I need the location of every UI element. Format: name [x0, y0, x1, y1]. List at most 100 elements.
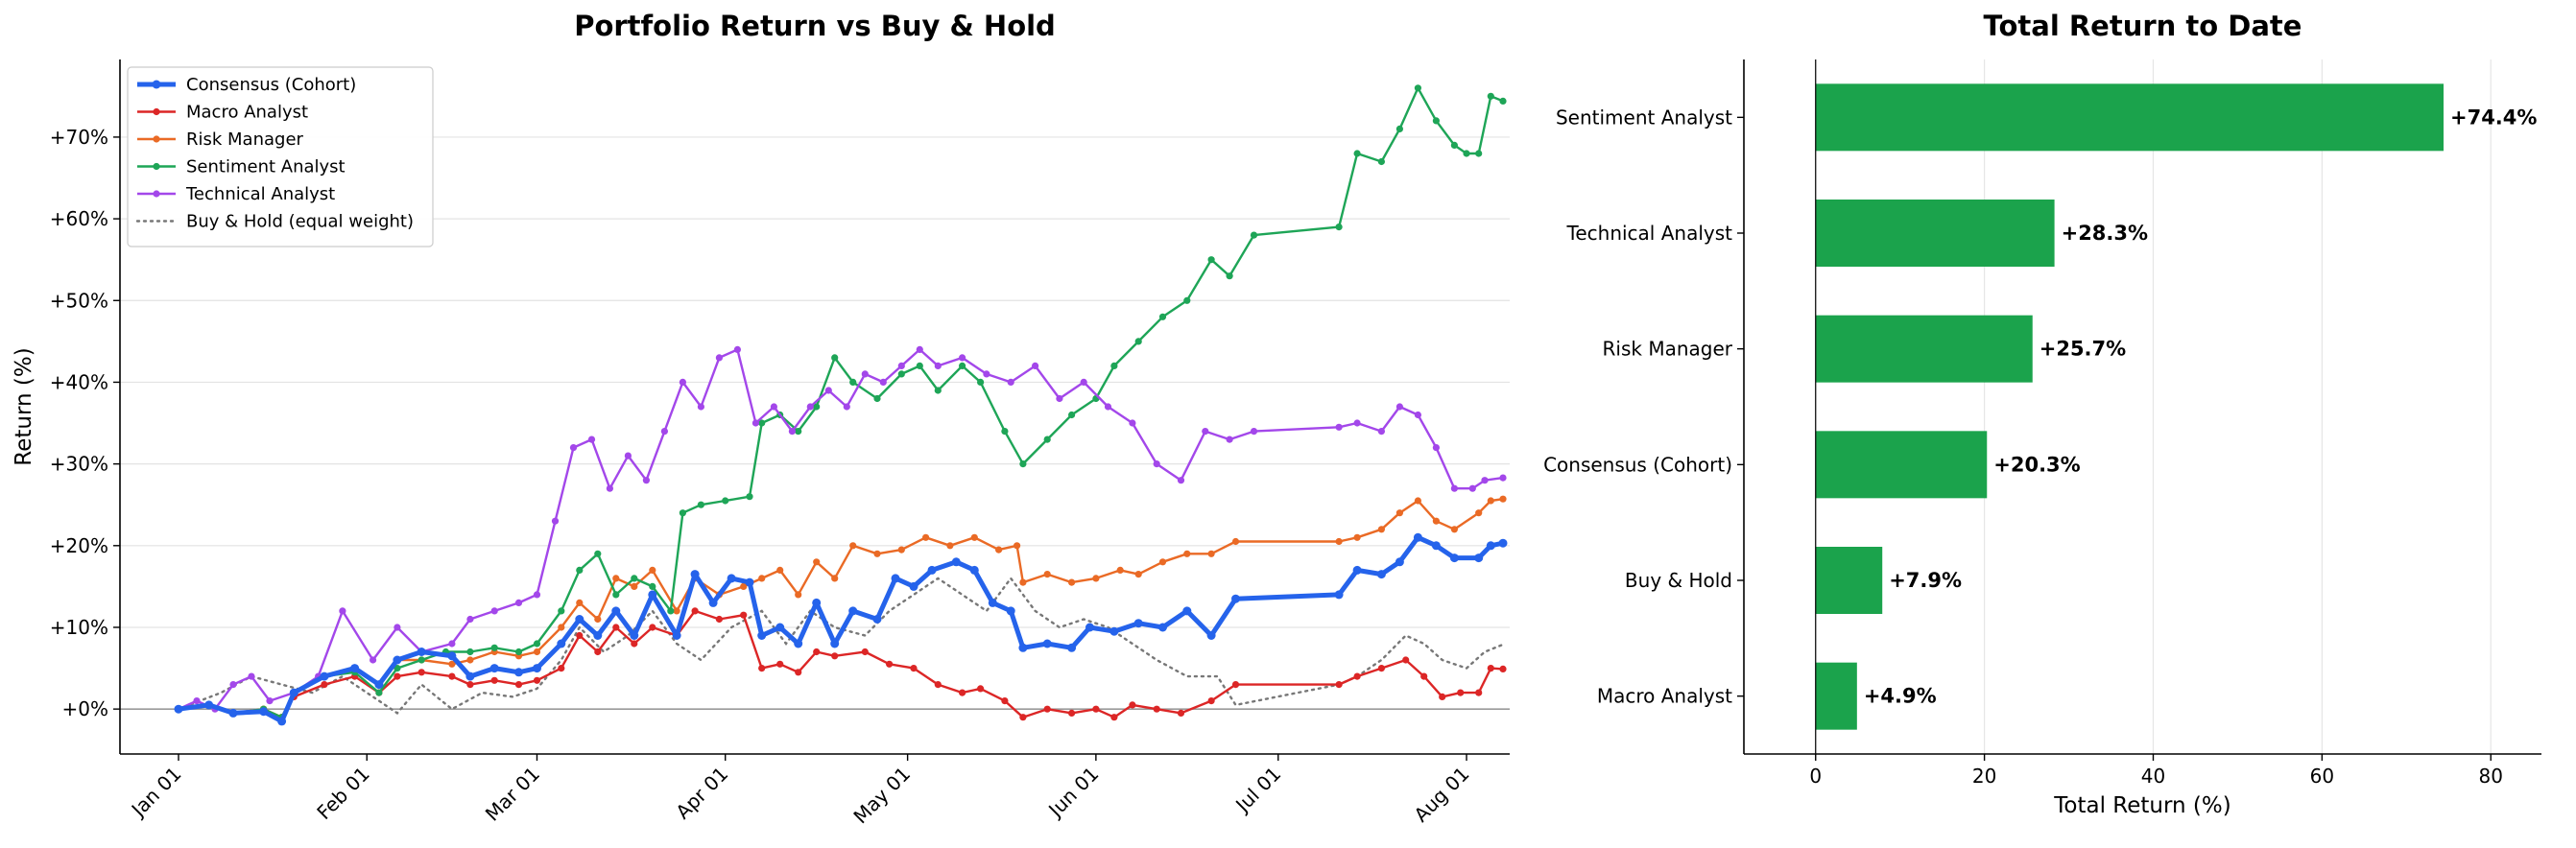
data-point: [1499, 495, 1507, 503]
data-point: [1377, 428, 1385, 436]
data-point: [1109, 626, 1119, 636]
series-line: [178, 609, 1504, 718]
y-tick-label: +10%: [50, 616, 108, 639]
data-point: [558, 607, 565, 615]
data-point: [794, 639, 803, 648]
data-point: [465, 671, 475, 681]
data-point: [1335, 537, 1343, 546]
data-point: [466, 648, 474, 656]
data-point: [740, 611, 748, 619]
data-point: [1207, 256, 1215, 264]
y-tick-label: +50%: [50, 289, 108, 312]
data-point: [1226, 272, 1233, 280]
data-point: [831, 652, 839, 660]
data-point: [922, 533, 930, 541]
data-point: [848, 606, 858, 616]
x-tick-label: 60: [2310, 765, 2334, 788]
data-point: [909, 581, 918, 591]
data-point: [1499, 665, 1507, 673]
data-point: [1068, 578, 1076, 586]
data-point: [558, 624, 565, 631]
data-point: [1116, 566, 1124, 575]
data-point: [1043, 436, 1051, 443]
data-point: [1468, 484, 1476, 492]
data-point: [1395, 125, 1403, 132]
data-point: [533, 648, 541, 656]
bar-value-label: +28.3%: [2062, 222, 2148, 245]
data-point: [1499, 474, 1507, 482]
data-point: [1068, 411, 1076, 419]
category-label: Macro Analyst: [1597, 685, 1732, 708]
category-label: Technical Analyst: [1566, 222, 1733, 245]
bar: [1815, 83, 2444, 152]
legend-label: Macro Analyst: [186, 103, 308, 123]
total-return-bar-chart: +74.4% +28.3% +25.7% +20.3% +7.9% +4.9% 0 20 40…: [1543, 10, 2541, 818]
data-point: [872, 615, 882, 624]
data-point: [417, 656, 425, 664]
series-line: [178, 348, 1504, 711]
data-point: [1498, 538, 1508, 548]
data-point: [679, 509, 687, 517]
data-point: [320, 671, 329, 681]
data-point: [927, 565, 937, 575]
data-point: [514, 668, 523, 677]
y-tick-label: +40%: [50, 370, 108, 393]
data-point: [776, 660, 784, 668]
data-point: [1032, 362, 1039, 369]
data-point: [1231, 594, 1240, 603]
y-tick-label: +30%: [50, 453, 108, 476]
data-point: [1450, 526, 1458, 533]
data-point: [259, 707, 269, 717]
data-point: [715, 354, 724, 362]
bar-value-label: +4.9%: [1864, 685, 1937, 708]
data-point: [533, 591, 541, 599]
bar: [1815, 547, 1883, 614]
data-point: [1414, 497, 1421, 505]
data-point: [533, 640, 541, 648]
data-point: [612, 575, 620, 582]
data-point: [1250, 428, 1258, 436]
data-point: [630, 631, 639, 640]
data-point: [1158, 313, 1167, 320]
data-point: [1395, 509, 1403, 517]
legend-marker: [152, 80, 161, 89]
data-point: [934, 387, 942, 394]
category-label: Risk Manager: [1603, 338, 1733, 361]
data-point: [174, 704, 183, 714]
data-point: [813, 558, 821, 566]
data-point: [1092, 705, 1100, 713]
return-series-group: [174, 84, 1508, 726]
data-point: [897, 362, 905, 369]
series-technical-analyst: [175, 345, 1507, 713]
bar-value-label: +74.4%: [2450, 106, 2537, 129]
y-tick-label: +0%: [62, 697, 109, 720]
data-point: [1134, 338, 1142, 345]
data-point: [339, 607, 346, 615]
data-point: [490, 644, 498, 651]
data-point: [1177, 709, 1185, 718]
data-point: [830, 639, 840, 648]
data-point: [824, 387, 832, 394]
data-point: [1006, 606, 1015, 616]
data-point: [959, 362, 966, 369]
data-point: [1377, 665, 1385, 672]
data-point: [1206, 631, 1216, 640]
data-point: [1183, 550, 1191, 557]
data-point: [757, 631, 767, 640]
right-chart-title: Total Return to Date: [1984, 10, 2302, 42]
data-point: [1110, 714, 1118, 721]
data-point: [1134, 571, 1142, 578]
legend-item: Risk Manager: [137, 130, 304, 150]
data-point: [1056, 394, 1063, 403]
portfolio-return-chart: +0%+10%+20%+30%+40%+50%+60%+70% Jan 01 Fe…: [12, 10, 1510, 828]
legend-marker: [153, 162, 160, 171]
data-point: [1335, 681, 1343, 689]
data-point: [489, 664, 499, 673]
data-point: [886, 660, 894, 668]
data-point: [374, 680, 384, 690]
data-point: [1231, 537, 1240, 546]
data-point: [393, 655, 402, 665]
data-point: [897, 546, 905, 554]
left-chart-title: Portfolio Return vs Buy & Hold: [574, 10, 1056, 42]
data-point: [758, 665, 766, 672]
